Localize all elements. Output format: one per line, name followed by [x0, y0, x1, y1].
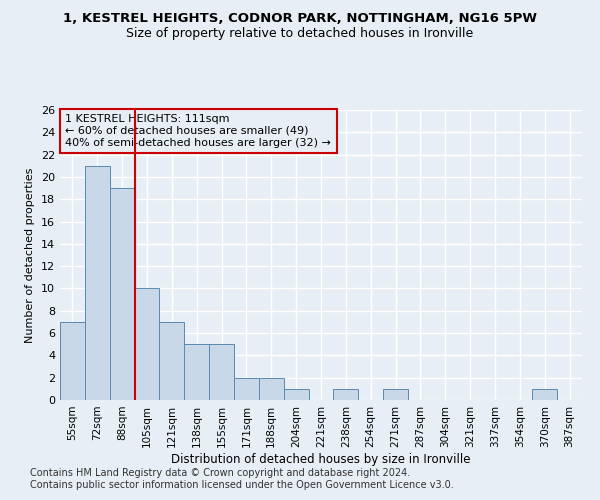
Text: Contains public sector information licensed under the Open Government Licence v3: Contains public sector information licen…	[30, 480, 454, 490]
Bar	[259, 378, 284, 400]
Bar	[160, 322, 184, 400]
Bar	[334, 389, 358, 400]
Text: 1, KESTREL HEIGHTS, CODNOR PARK, NOTTINGHAM, NG16 5PW: 1, KESTREL HEIGHTS, CODNOR PARK, NOTTING…	[63, 12, 537, 26]
Bar	[134, 288, 160, 400]
Text: Size of property relative to detached houses in Ironville: Size of property relative to detached ho…	[127, 28, 473, 40]
Bar	[110, 188, 134, 400]
Bar	[284, 389, 308, 400]
Bar	[85, 166, 110, 400]
Y-axis label: Number of detached properties: Number of detached properties	[25, 168, 35, 342]
Bar	[383, 389, 408, 400]
Bar	[184, 344, 209, 400]
Bar	[532, 389, 557, 400]
Text: Contains HM Land Registry data © Crown copyright and database right 2024.: Contains HM Land Registry data © Crown c…	[30, 468, 410, 477]
X-axis label: Distribution of detached houses by size in Ironville: Distribution of detached houses by size …	[171, 452, 471, 466]
Bar	[209, 344, 234, 400]
Bar	[60, 322, 85, 400]
Text: 1 KESTREL HEIGHTS: 111sqm
← 60% of detached houses are smaller (49)
40% of semi-: 1 KESTREL HEIGHTS: 111sqm ← 60% of detac…	[65, 114, 331, 148]
Bar	[234, 378, 259, 400]
